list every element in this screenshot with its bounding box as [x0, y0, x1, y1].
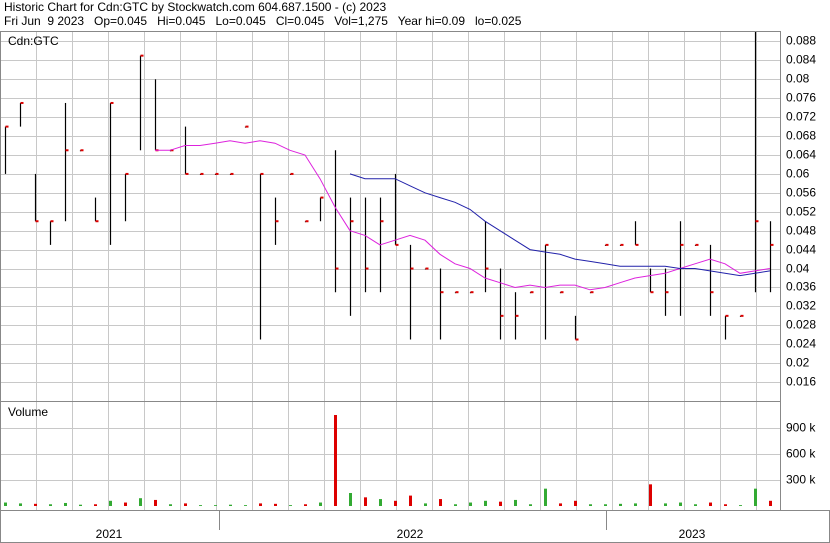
volume-bar [574, 500, 577, 506]
y-tick-label: 0.08 [786, 72, 810, 86]
volume-bar [754, 488, 757, 506]
volume-bar [484, 500, 487, 506]
y-tick-label: 0.036 [786, 280, 816, 294]
volume-bar [379, 499, 382, 506]
volume-bar [214, 505, 217, 506]
volume-bar [334, 415, 337, 506]
volume-bar [34, 503, 37, 506]
volume-bar [319, 502, 322, 506]
volume-bar [529, 504, 532, 506]
volume-bar [19, 503, 22, 506]
volume-tick-label: 900 k [786, 421, 816, 435]
y-tick-label: 0.088 [786, 34, 816, 48]
volume-bar [199, 505, 202, 506]
volume-bar [364, 497, 367, 506]
volume-bar [154, 499, 157, 506]
volume-bar [694, 504, 697, 506]
volume-bar [394, 500, 397, 506]
volume-bar [664, 503, 667, 506]
volume-bar [184, 503, 187, 506]
chart-title: Historic Chart for Cdn:GTC by Stockwatch… [4, 0, 386, 14]
volume-bar [709, 502, 712, 506]
volume-bar [739, 505, 742, 506]
volume-bar [634, 503, 637, 506]
volume-bar [169, 504, 172, 506]
y-tick-label: 0.028 [786, 318, 816, 332]
volume-bar [424, 503, 427, 506]
volume-bar [544, 488, 547, 506]
year-label: 2023 [679, 527, 706, 541]
volume-bar [349, 493, 352, 506]
volume-bar [4, 502, 7, 506]
y-tick-label: 0.048 [786, 224, 816, 238]
y-tick-label: 0.032 [786, 299, 816, 313]
chart-subtitle: Fri Jun 9 2023 Op=0.045 Hi=0.045 Lo=0.04… [4, 14, 522, 28]
volume-bar [499, 501, 502, 506]
symbol-label: Cdn:GTC [8, 34, 59, 48]
year-label: 2021 [96, 527, 123, 541]
y-tick-label: 0.064 [786, 148, 816, 162]
year-label: 2022 [397, 527, 424, 541]
volume-bar [619, 503, 622, 506]
volume-bar [139, 498, 142, 506]
volume-bar [304, 504, 307, 506]
y-tick-label: 0.052 [786, 205, 816, 219]
y-tick-label: 0.06 [786, 167, 810, 181]
volume-bar [589, 504, 592, 506]
volume-bar [244, 505, 247, 506]
y-tick-label: 0.068 [786, 129, 816, 143]
moving-average-line [155, 140, 771, 291]
volume-bar [769, 500, 772, 506]
moving-average-line [349, 173, 771, 277]
volume-bar [679, 502, 682, 506]
y-tick-label: 0.084 [786, 53, 816, 67]
volume-tick-label: 300 k [786, 473, 816, 487]
y-tick-label: 0.044 [786, 243, 816, 257]
y-tick-label: 0.024 [786, 337, 816, 351]
volume-bar [229, 504, 232, 506]
volume-bar [79, 504, 82, 506]
volume-bar [469, 502, 472, 506]
volume-bar [49, 504, 52, 506]
y-tick-label: 0.04 [786, 262, 810, 276]
volume-bar [559, 503, 562, 506]
volume-bar [439, 499, 442, 506]
volume-bar [724, 504, 727, 506]
y-tick-label: 0.056 [786, 186, 816, 200]
volume-bar [409, 495, 412, 506]
y-tick-label: 0.072 [786, 110, 816, 124]
volume-bar [109, 500, 112, 506]
volume-bar [64, 502, 67, 506]
y-tick-label: 0.016 [786, 375, 816, 389]
volume-bar [274, 503, 277, 506]
volume-bar [514, 499, 517, 506]
grid [1, 32, 780, 510]
volume-bar [454, 504, 457, 506]
volume-tick-label: 600 k [786, 447, 816, 461]
y-tick-label: 0.02 [786, 356, 810, 370]
volume-bar [649, 484, 652, 506]
volume-bar [289, 505, 292, 506]
volume-bar [124, 502, 127, 506]
volume-bar [94, 504, 97, 506]
volume-bar [604, 504, 607, 506]
y-tick-label: 0.076 [786, 91, 816, 105]
volume-bar [259, 503, 262, 506]
volume-label: Volume [8, 405, 48, 419]
